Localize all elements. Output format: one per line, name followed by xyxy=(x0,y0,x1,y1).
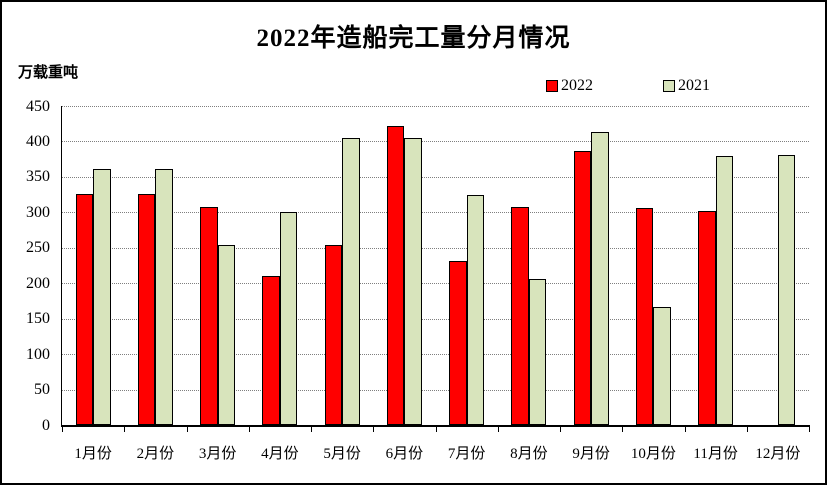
gridline-50 xyxy=(62,389,809,391)
legend-swatch-2021 xyxy=(663,80,675,92)
x-tick-label-9月份: 9月份 xyxy=(572,446,610,462)
x-axis-tick-mark xyxy=(436,427,437,432)
bar-2021-10月份 xyxy=(653,307,671,425)
y-tick-label-50: 50 xyxy=(34,381,50,399)
bar-2021-1月份 xyxy=(93,169,111,425)
chart-title: 2022年造船完工量分月情况 xyxy=(256,25,571,52)
legend-item-2021: 2021 xyxy=(663,77,710,95)
gridline-200 xyxy=(62,283,809,285)
bar-2021-6月份 xyxy=(404,138,422,425)
bar-2022-7月份 xyxy=(449,261,467,425)
gridline-300 xyxy=(62,212,809,214)
chart-legend: 2022 2021 xyxy=(546,77,710,95)
bar-2021-9月份 xyxy=(591,132,609,425)
y-tick-label-300: 300 xyxy=(26,203,50,221)
bar-2021-5月份 xyxy=(342,138,360,425)
gridline-150 xyxy=(62,318,809,320)
x-axis-tick-mark xyxy=(498,427,499,432)
plot-area xyxy=(62,106,809,425)
bar-2021-7月份 xyxy=(466,195,485,425)
x-tick-label-2月份: 2月份 xyxy=(136,446,175,462)
x-axis-tick-mark xyxy=(373,427,374,432)
bar-2022-1月份 xyxy=(75,194,94,425)
x-axis-tick-mark xyxy=(809,427,810,432)
x-tick-label-5月份: 5月份 xyxy=(323,446,361,462)
bar-2021-2月份 xyxy=(155,169,173,425)
x-axis-tick-mark xyxy=(62,427,63,432)
bar-2021-8月份 xyxy=(528,279,547,425)
y-tick-label-0: 0 xyxy=(42,416,50,434)
x-axis-tick-mark xyxy=(187,427,188,432)
y-tick-label-350: 350 xyxy=(26,168,50,186)
x-axis-tick-mark xyxy=(622,427,623,432)
legend-label-2021: 2021 xyxy=(678,77,710,94)
legend-label-2022: 2022 xyxy=(561,77,593,94)
x-tick-label-8月份: 8月份 xyxy=(510,446,548,462)
y-tick-label-450: 450 xyxy=(26,97,50,115)
bar-2022-6月份 xyxy=(386,126,405,425)
bar-2021-3月份 xyxy=(217,245,236,425)
x-axis-line xyxy=(61,425,810,427)
bar-2022-11月份 xyxy=(698,211,716,425)
bar-2022-10月份 xyxy=(635,208,654,425)
bar-2022-8月份 xyxy=(511,207,529,425)
bar-2022-9月份 xyxy=(573,151,592,425)
gridline-250 xyxy=(62,247,809,249)
x-axis-tick-mark xyxy=(560,427,561,432)
gridline-400 xyxy=(62,141,809,143)
y-axis-line xyxy=(61,106,62,426)
x-tick-label-3月份: 3月份 xyxy=(198,446,237,462)
x-axis-tick-mark xyxy=(311,427,312,432)
y-tick-label-400: 400 xyxy=(26,132,50,150)
x-tick-label-10月份: 10月份 xyxy=(630,446,676,462)
x-tick-label-4月份: 4月份 xyxy=(261,446,299,462)
y-axis-unit-label: 万载重吨 xyxy=(18,63,79,81)
x-tick-label-12月份: 12月份 xyxy=(755,446,801,462)
x-tick-label-6月份: 6月份 xyxy=(385,446,424,462)
bar-2022-5月份 xyxy=(324,245,343,425)
bar-2022-3月份 xyxy=(200,207,218,425)
x-axis-tick-mark xyxy=(685,427,686,432)
x-axis-tick-mark xyxy=(747,427,748,432)
x-axis-tick-mark xyxy=(249,427,250,432)
legend-item-2022: 2022 xyxy=(546,77,593,95)
y-tick-label-250: 250 xyxy=(26,239,50,257)
bar-2021-4月份 xyxy=(279,212,298,425)
x-tick-label-7月份: 7月份 xyxy=(447,446,486,462)
x-tick-label-1月份: 1月份 xyxy=(74,446,112,462)
gridline-450 xyxy=(62,106,809,107)
bar-2021-11月份 xyxy=(715,156,734,425)
bar-2022-4月份 xyxy=(262,276,280,425)
y-tick-label-100: 100 xyxy=(26,345,50,363)
bar-2021-12月份 xyxy=(777,155,796,425)
y-tick-label-150: 150 xyxy=(26,310,50,328)
gridline-100 xyxy=(62,354,809,356)
x-tick-label-11月份: 11月份 xyxy=(693,446,738,462)
legend-swatch-2022 xyxy=(546,80,558,92)
gridline-350 xyxy=(62,176,809,178)
x-axis-tick-mark xyxy=(124,427,125,432)
bar-2022-2月份 xyxy=(137,194,156,425)
y-tick-label-200: 200 xyxy=(26,274,50,292)
